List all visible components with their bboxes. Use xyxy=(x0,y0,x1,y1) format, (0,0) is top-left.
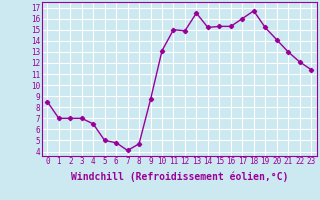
X-axis label: Windchill (Refroidissement éolien,°C): Windchill (Refroidissement éolien,°C) xyxy=(70,172,288,182)
